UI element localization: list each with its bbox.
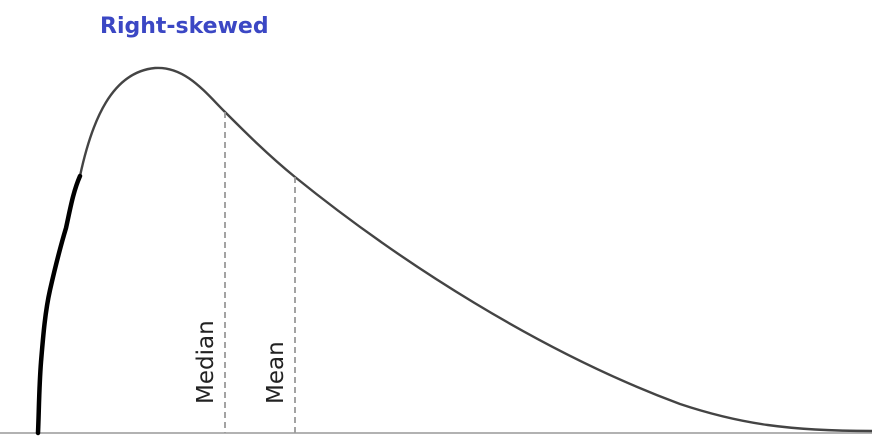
mean-label: Mean xyxy=(263,341,289,404)
median-label: Median xyxy=(193,320,219,404)
left-curve-stroke xyxy=(35,173,83,436)
diagram-title: Right-skewed xyxy=(100,14,269,39)
